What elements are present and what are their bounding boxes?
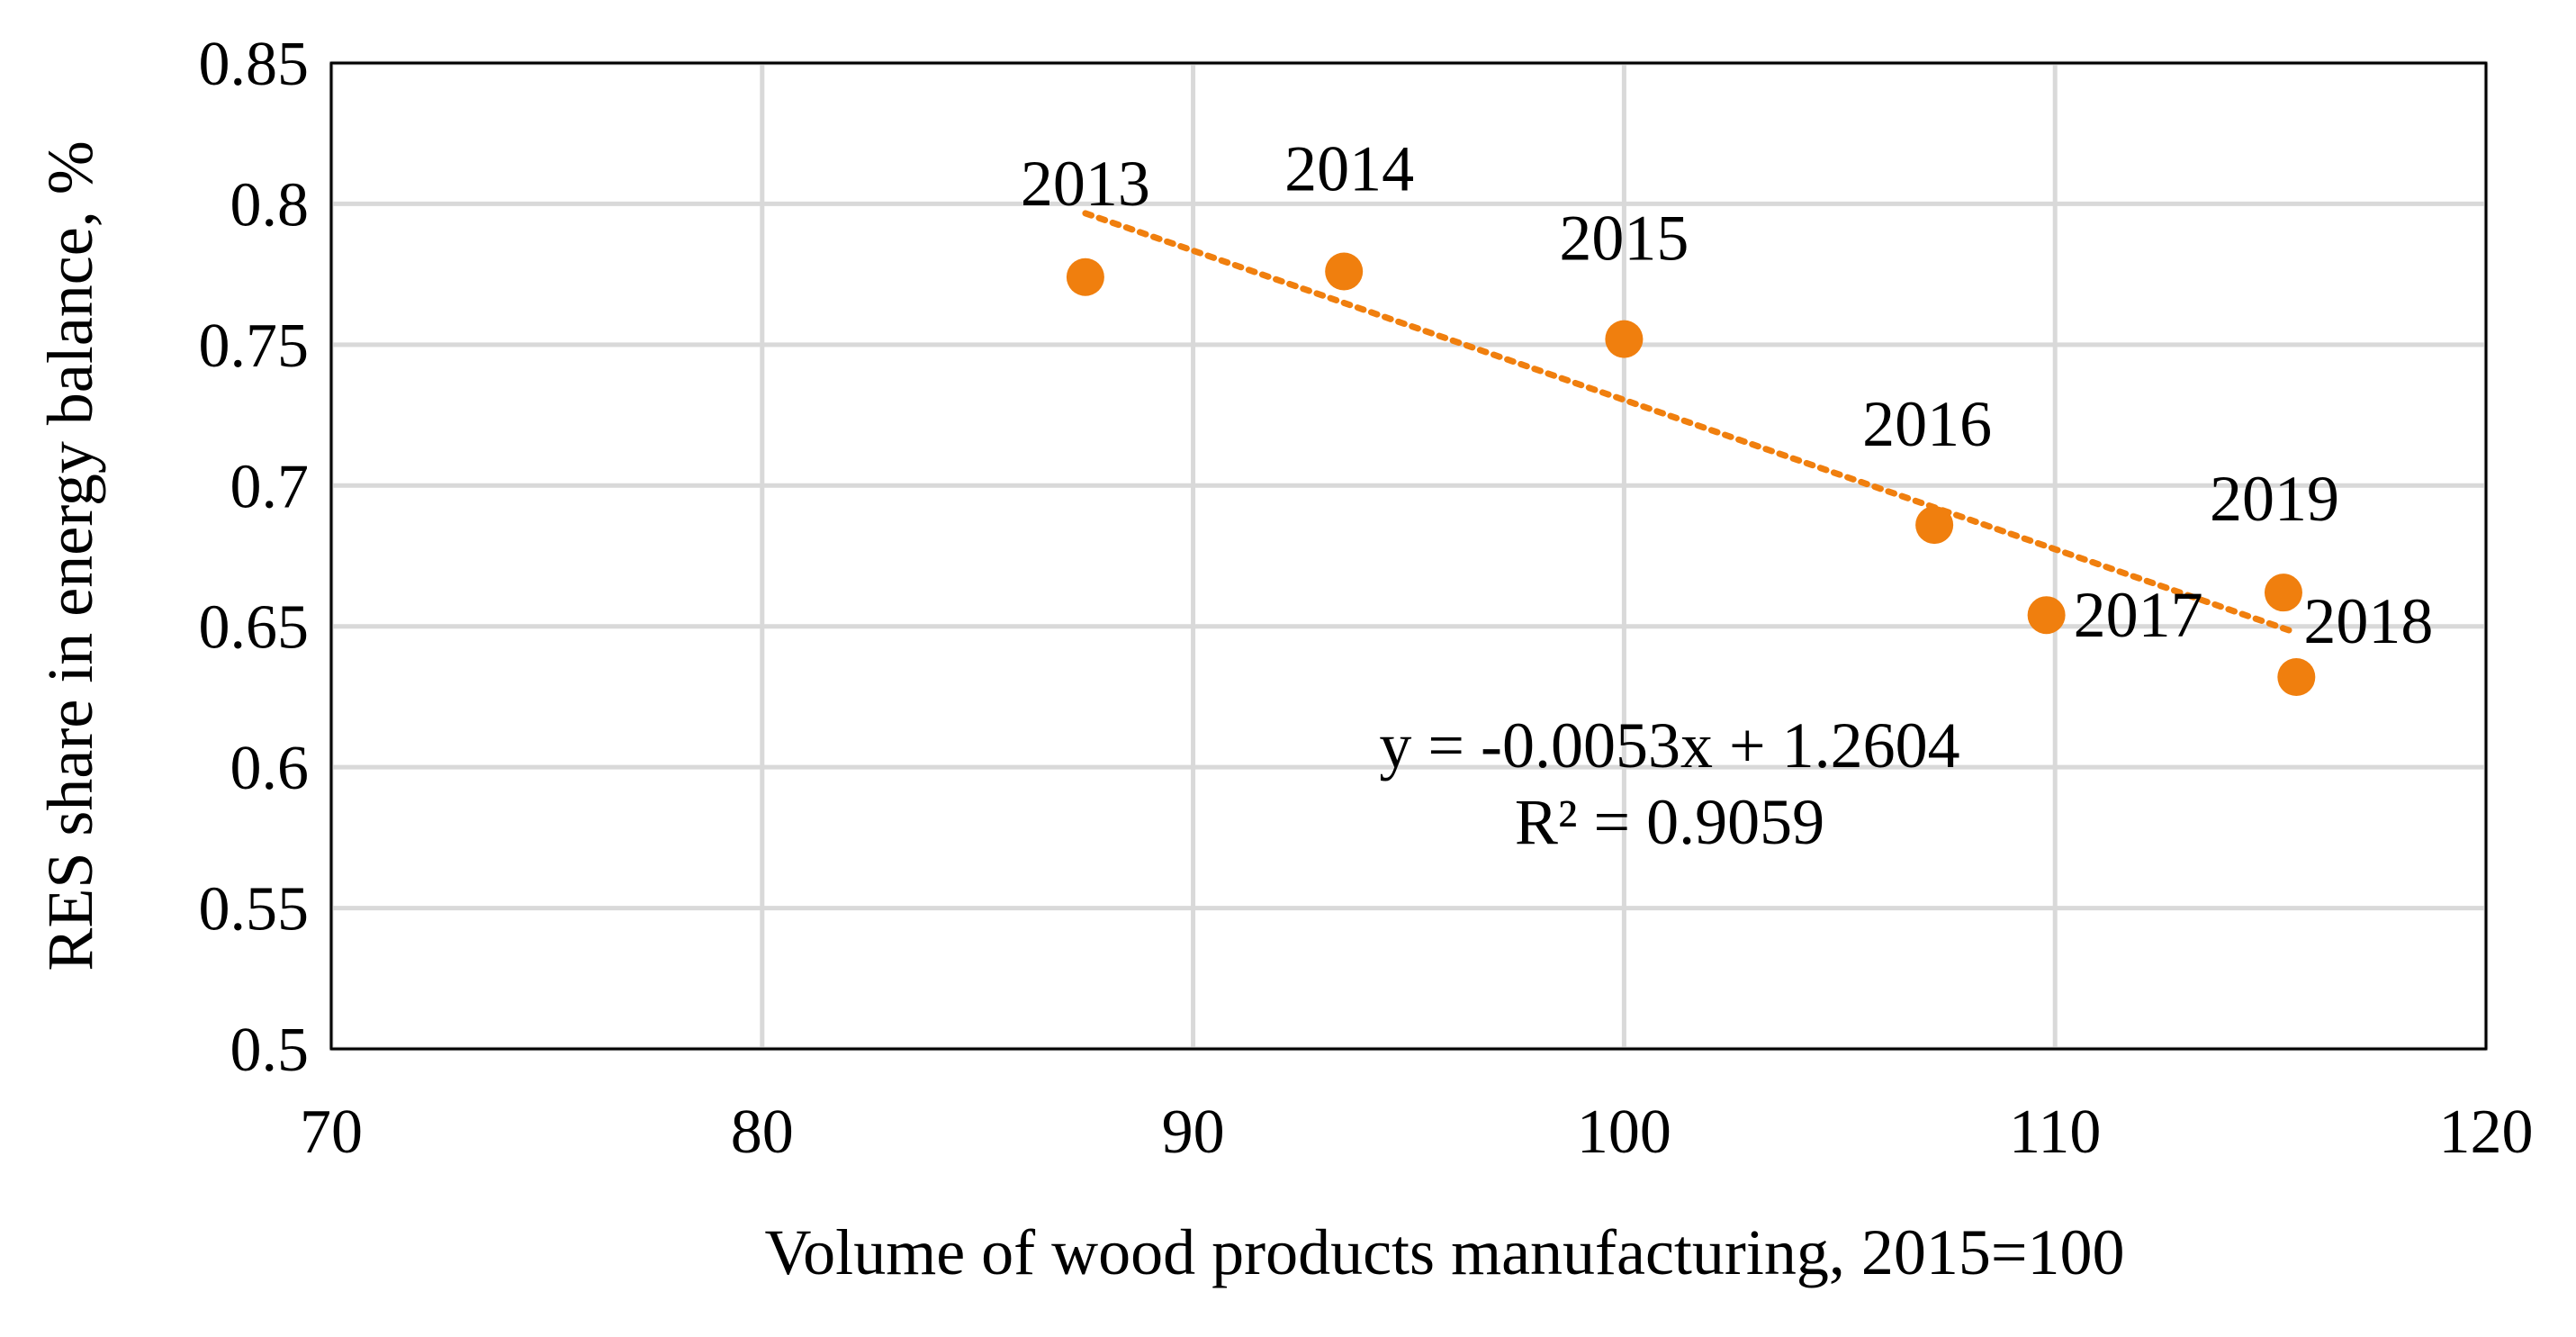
data-point — [2277, 658, 2316, 697]
data-point-label: 2014 — [1284, 133, 1414, 205]
plot-area-frame — [329, 61, 2488, 1051]
grid-lines — [329, 60, 2489, 1052]
data-point — [2027, 596, 2066, 635]
data-points — [1066, 252, 2316, 697]
data-point — [1605, 320, 1644, 358]
y-tick-label: 0.6 — [230, 734, 310, 803]
y-tick-label: 0.5 — [230, 1016, 310, 1085]
x-tick-label: 90 — [1162, 1098, 1225, 1167]
data-point — [2264, 574, 2302, 612]
x-tick-label: 100 — [1577, 1098, 1671, 1167]
y-tick-label: 0.55 — [199, 875, 310, 944]
y-tick-label: 0.75 — [199, 312, 310, 381]
trendline — [1082, 210, 2300, 637]
trendline-r-squared: R² = 0.9059 — [1515, 786, 1824, 858]
y-tick-label: 0.85 — [199, 30, 310, 99]
data-point — [1325, 252, 1364, 291]
y-axis-title: RES share in energy balance, % — [34, 140, 106, 971]
x-tick-label: 80 — [731, 1098, 794, 1167]
y-tick-label: 0.7 — [230, 452, 310, 521]
tick-labels: 70 80 90 100 110 120 0.5 0.55 0.6 0.65 0.7 0.75 0.8 0… — [199, 30, 2534, 1167]
data-point-label: 2019 — [2210, 463, 2339, 535]
y-tick-label: 0.65 — [199, 593, 310, 663]
x-axis-title: Volume of wood products manufacturing, 2… — [764, 1216, 2124, 1288]
x-tick-label: 120 — [2439, 1098, 2534, 1167]
trendline-equation: y = -0.0053x + 1.2604 — [1379, 709, 1959, 781]
data-point — [1915, 506, 1954, 545]
data-point-label: 2018 — [2303, 585, 2433, 657]
data-point-label: 2016 — [1862, 388, 1992, 460]
y-tick-label: 0.8 — [230, 170, 310, 239]
data-point-label: 2015 — [1559, 203, 1689, 275]
trendline-group — [1082, 210, 2300, 637]
data-point — [1066, 257, 1104, 296]
data-point-label: 2013 — [1021, 148, 1150, 220]
data-point-label: 2017 — [2074, 579, 2203, 651]
x-tick-label: 70 — [300, 1098, 363, 1167]
x-tick-label: 110 — [2009, 1098, 2101, 1167]
point-labels: 2013 2014 2015 2016 2017 2018 2019 — [1021, 133, 2433, 658]
